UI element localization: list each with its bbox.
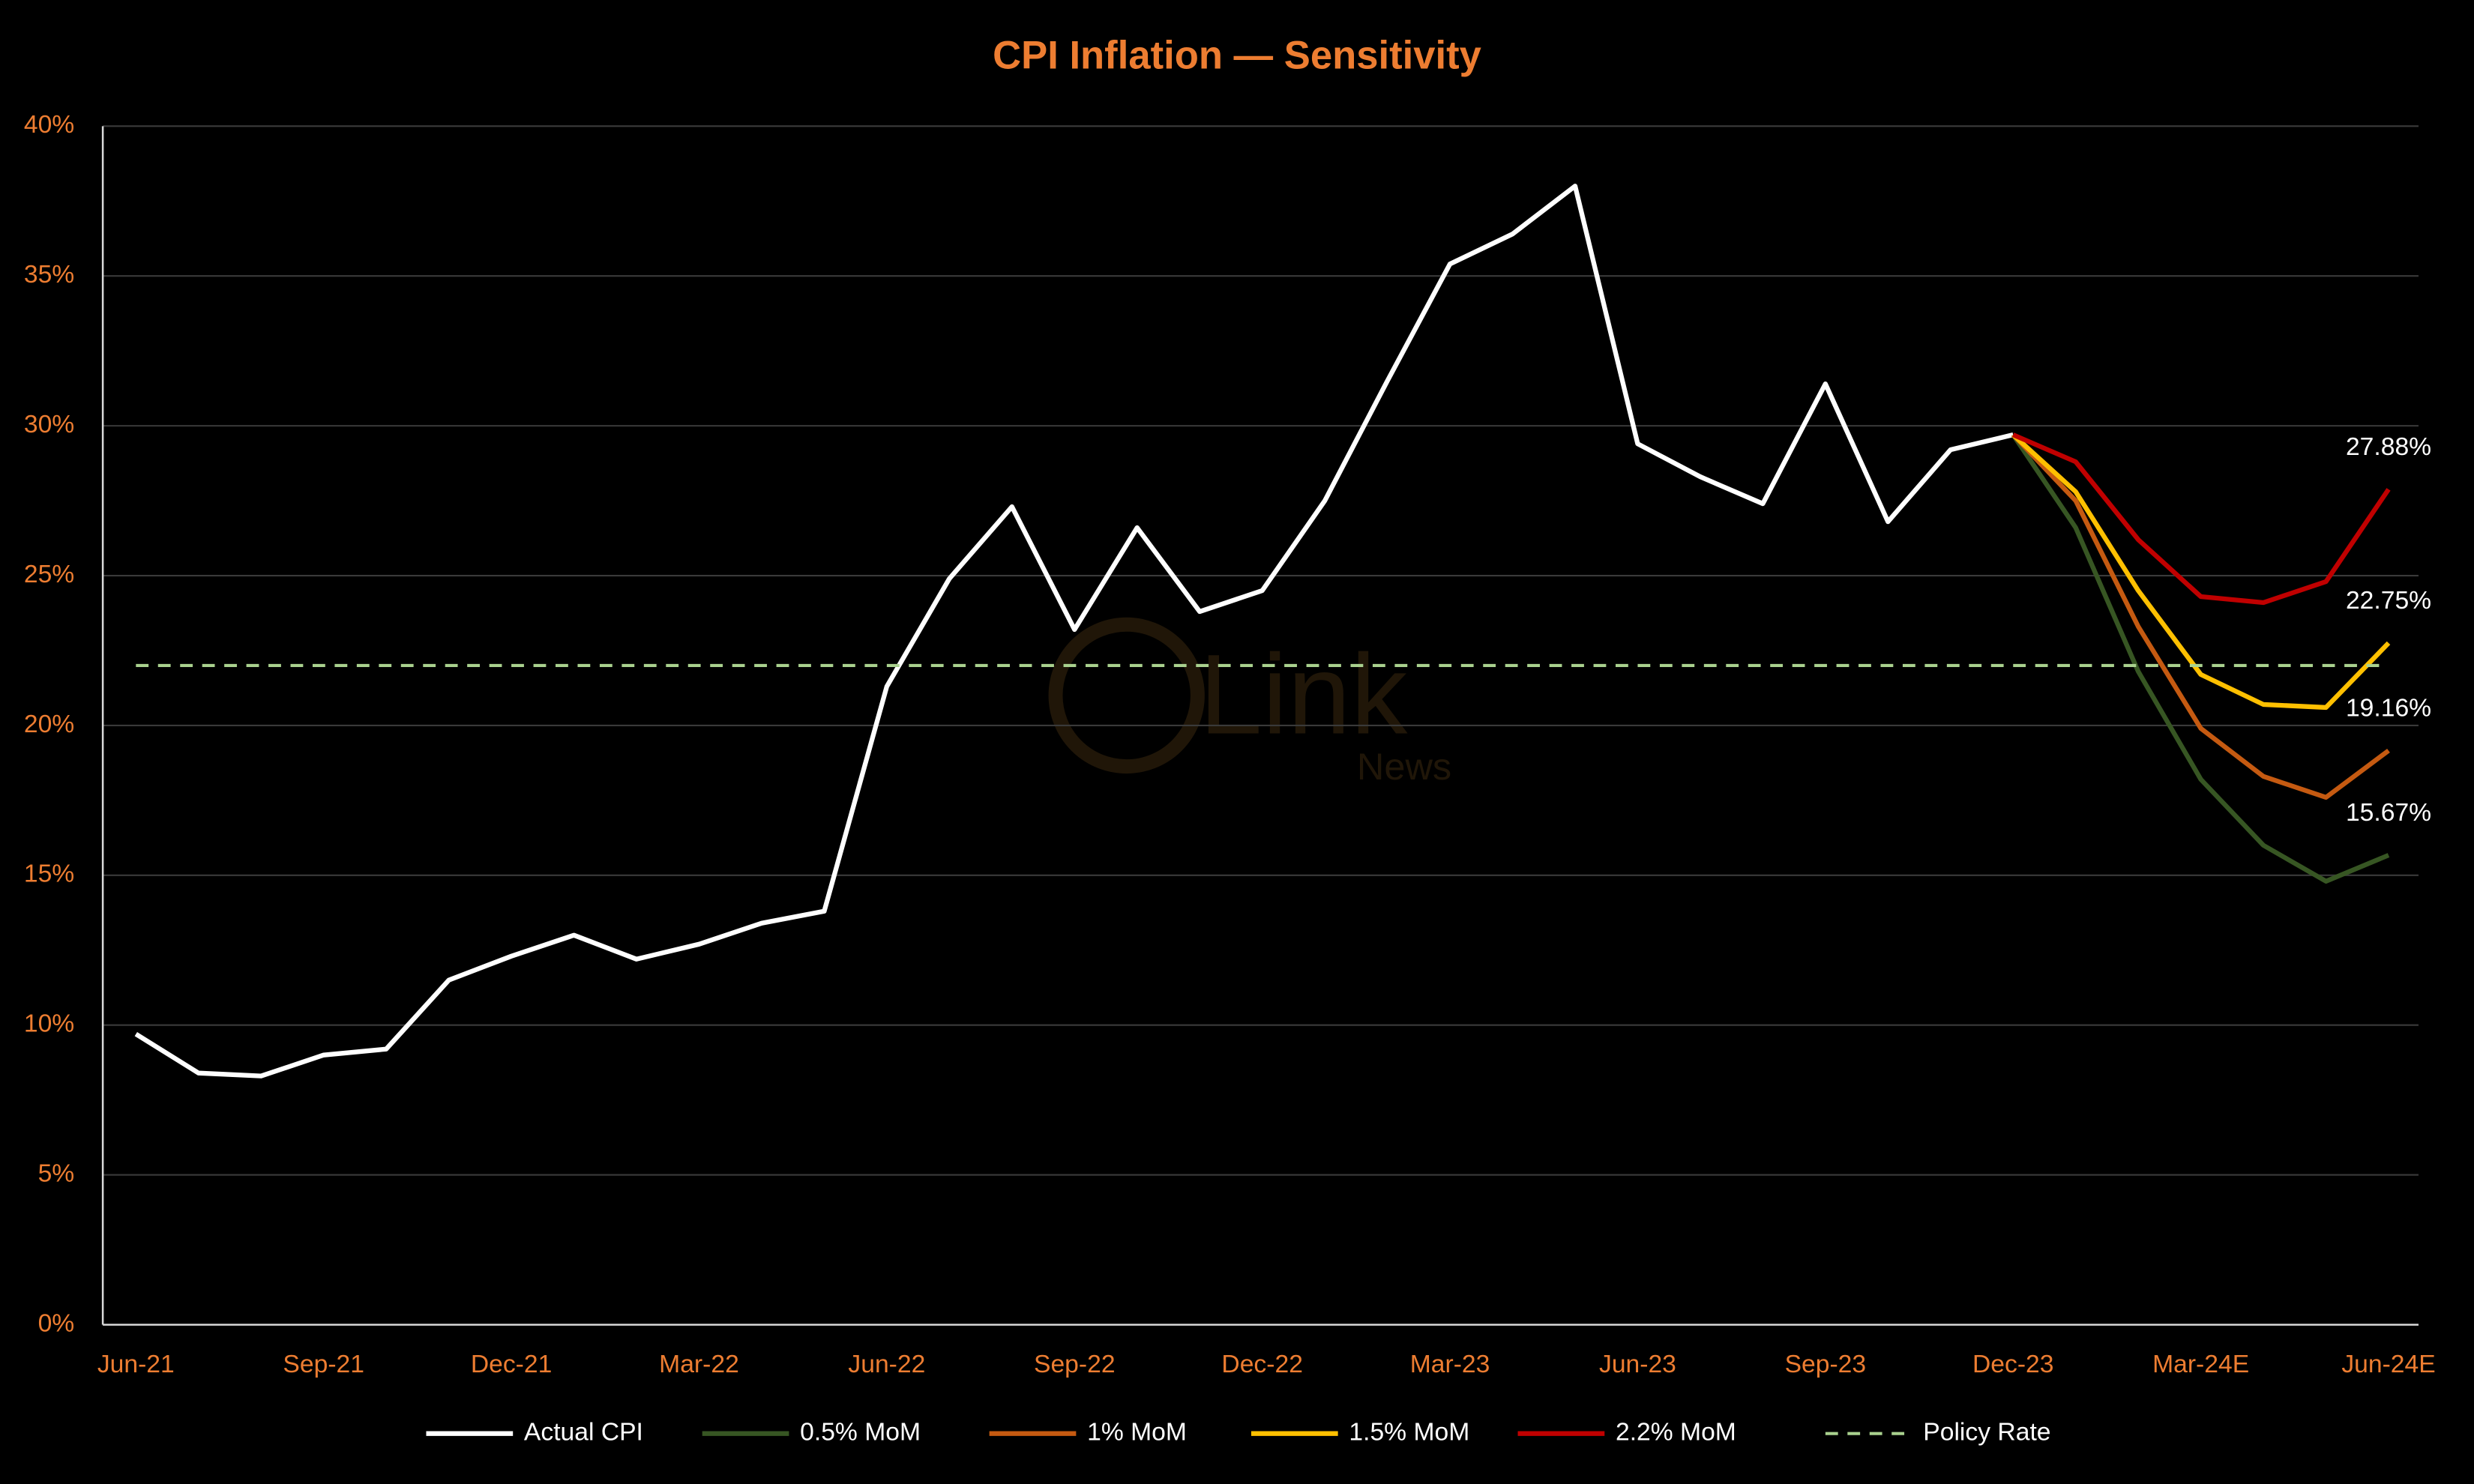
legend-label: 0.5% MoM <box>800 1419 921 1447</box>
y-tick-label: 35% <box>24 261 74 289</box>
x-tick-label: Dec-23 <box>1972 1351 2054 1378</box>
y-tick-label: 5% <box>38 1159 75 1187</box>
x-tick-label: Jun-23 <box>1599 1351 1676 1378</box>
series-line <box>2011 433 2390 884</box>
x-tick-label: Mar-22 <box>659 1351 739 1378</box>
x-tick-label: Jun-24E <box>2341 1351 2435 1378</box>
y-tick-label: 25% <box>24 561 74 588</box>
x-tick-label: Mar-24E <box>2152 1351 2249 1378</box>
legend-label: Actual CPI <box>524 1419 643 1447</box>
y-tick-label: 0% <box>38 1309 75 1337</box>
y-tick-label: 20% <box>24 711 74 738</box>
y-tick-label: 40% <box>24 111 74 139</box>
x-tick-label: Mar-23 <box>1410 1351 1490 1378</box>
series-line <box>2011 432 2391 711</box>
legend-label: Policy Rate <box>1923 1419 2050 1447</box>
series-line <box>134 184 2014 1079</box>
watermark-logo <box>1048 617 1205 774</box>
data-label: 22.75% <box>2346 587 2431 615</box>
chart-title: CPI Inflation — Sensitivity <box>993 34 1481 78</box>
x-tick-label: Sep-23 <box>1785 1351 1867 1378</box>
x-tick-label: Sep-21 <box>283 1351 364 1378</box>
series-line <box>2011 432 2391 606</box>
data-label: 15.67% <box>2346 799 2431 827</box>
x-tick-label: Jun-21 <box>97 1351 175 1378</box>
x-tick-label: Dec-21 <box>471 1351 553 1378</box>
data-label: 27.88% <box>2346 433 2431 461</box>
watermark-text: News <box>1357 745 1451 788</box>
x-tick-label: Dec-22 <box>1221 1351 1303 1378</box>
y-tick-label: 10% <box>24 1010 74 1038</box>
data-label: 19.16% <box>2346 695 2431 723</box>
legend-label: 1.5% MoM <box>1349 1419 1469 1447</box>
y-tick-label: 15% <box>24 860 74 888</box>
watermark-text: Link <box>1200 631 1408 758</box>
legend-label: 2.2% MoM <box>1616 1419 1736 1447</box>
x-tick-label: Jun-22 <box>848 1351 925 1378</box>
series-line <box>2011 432 2390 800</box>
x-tick-label: Sep-22 <box>1034 1351 1116 1378</box>
legend-label: 1% MoM <box>1087 1419 1187 1447</box>
watermark: Link News <box>1048 617 1451 788</box>
y-tick-label: 30% <box>24 411 74 438</box>
